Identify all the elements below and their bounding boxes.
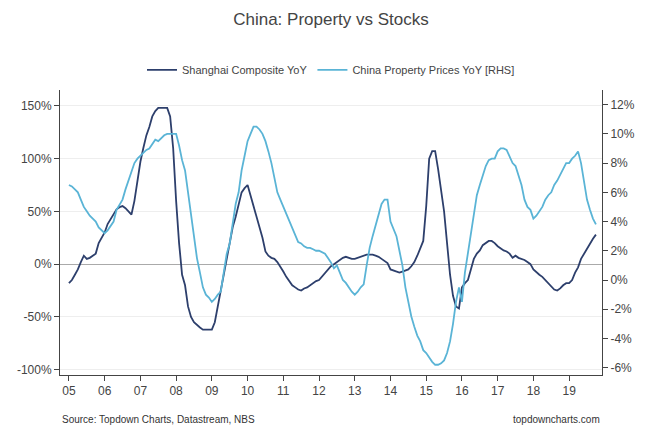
svg-text:50%: 50% — [28, 205, 52, 219]
svg-text:10: 10 — [241, 384, 255, 398]
svg-text:18: 18 — [527, 384, 541, 398]
svg-text:13: 13 — [348, 384, 362, 398]
svg-text:17: 17 — [491, 384, 505, 398]
svg-text:4%: 4% — [610, 215, 628, 229]
svg-text:-100%: -100% — [17, 363, 52, 377]
svg-text:12%: 12% — [610, 98, 634, 112]
svg-text:Shanghai Composite YoY: Shanghai Composite YoY — [182, 64, 307, 76]
svg-text:05: 05 — [62, 384, 76, 398]
svg-text:-6%: -6% — [610, 361, 632, 375]
svg-text:12: 12 — [312, 384, 326, 398]
svg-text:6%: 6% — [610, 186, 628, 200]
svg-text:14: 14 — [384, 384, 398, 398]
svg-text:-4%: -4% — [610, 332, 632, 346]
svg-text:09: 09 — [205, 384, 219, 398]
svg-text:China Property Prices YoY [RHS: China Property Prices YoY [RHS] — [352, 64, 514, 76]
svg-text:-50%: -50% — [24, 310, 52, 324]
svg-text:2%: 2% — [610, 244, 628, 258]
svg-text:topdowncharts.com: topdowncharts.com — [513, 414, 600, 425]
svg-text:16: 16 — [455, 384, 469, 398]
svg-text:8%: 8% — [610, 156, 628, 170]
svg-text:0%: 0% — [610, 273, 628, 287]
svg-text:06: 06 — [98, 384, 112, 398]
svg-text:10%: 10% — [610, 127, 634, 141]
svg-text:07: 07 — [134, 384, 148, 398]
svg-text:11: 11 — [277, 384, 290, 398]
svg-text:08: 08 — [169, 384, 183, 398]
svg-text:100%: 100% — [21, 152, 52, 166]
svg-text:Source: Topdown Charts, Datast: Source: Topdown Charts, Datastream, NBS — [62, 414, 255, 425]
svg-text:-2%: -2% — [610, 302, 632, 316]
svg-text:China: Property vs Stocks: China: Property vs Stocks — [233, 10, 429, 29]
svg-text:150%: 150% — [21, 99, 52, 113]
svg-text:19: 19 — [562, 384, 576, 398]
svg-text:15: 15 — [420, 384, 434, 398]
svg-text:0%: 0% — [34, 257, 52, 271]
